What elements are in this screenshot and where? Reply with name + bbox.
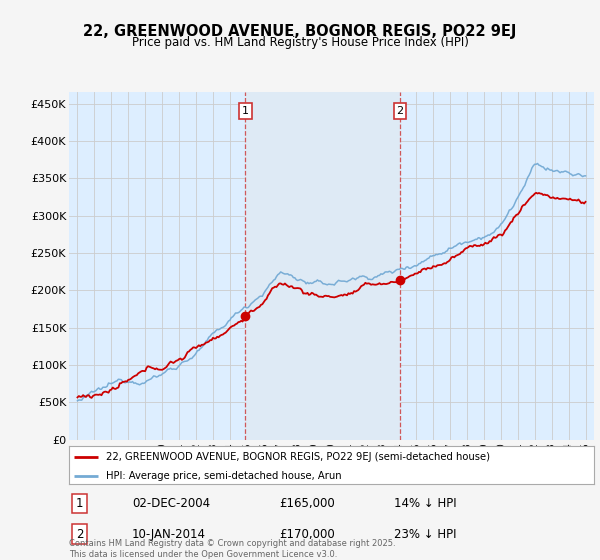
Text: HPI: Average price, semi-detached house, Arun: HPI: Average price, semi-detached house,… <box>106 471 341 481</box>
Bar <box>245 92 400 440</box>
Text: 2: 2 <box>397 106 404 116</box>
Text: 22, GREENWOOD AVENUE, BOGNOR REGIS, PO22 9EJ: 22, GREENWOOD AVENUE, BOGNOR REGIS, PO22… <box>83 24 517 39</box>
Text: 2: 2 <box>76 528 83 541</box>
Text: 23% ↓ HPI: 23% ↓ HPI <box>395 528 457 541</box>
Text: 02-DEC-2004: 02-DEC-2004 <box>132 497 210 510</box>
Text: Price paid vs. HM Land Registry's House Price Index (HPI): Price paid vs. HM Land Registry's House … <box>131 36 469 49</box>
Text: £165,000: £165,000 <box>279 497 335 510</box>
Text: 22, GREENWOOD AVENUE, BOGNOR REGIS, PO22 9EJ (semi-detached house): 22, GREENWOOD AVENUE, BOGNOR REGIS, PO22… <box>106 452 490 462</box>
Text: £170,000: £170,000 <box>279 528 335 541</box>
Text: 1: 1 <box>76 497 83 510</box>
Text: 1: 1 <box>242 106 249 116</box>
Text: 10-JAN-2014: 10-JAN-2014 <box>132 528 206 541</box>
Text: 14% ↓ HPI: 14% ↓ HPI <box>395 497 457 510</box>
Text: Contains HM Land Registry data © Crown copyright and database right 2025.
This d: Contains HM Land Registry data © Crown c… <box>69 539 395 559</box>
